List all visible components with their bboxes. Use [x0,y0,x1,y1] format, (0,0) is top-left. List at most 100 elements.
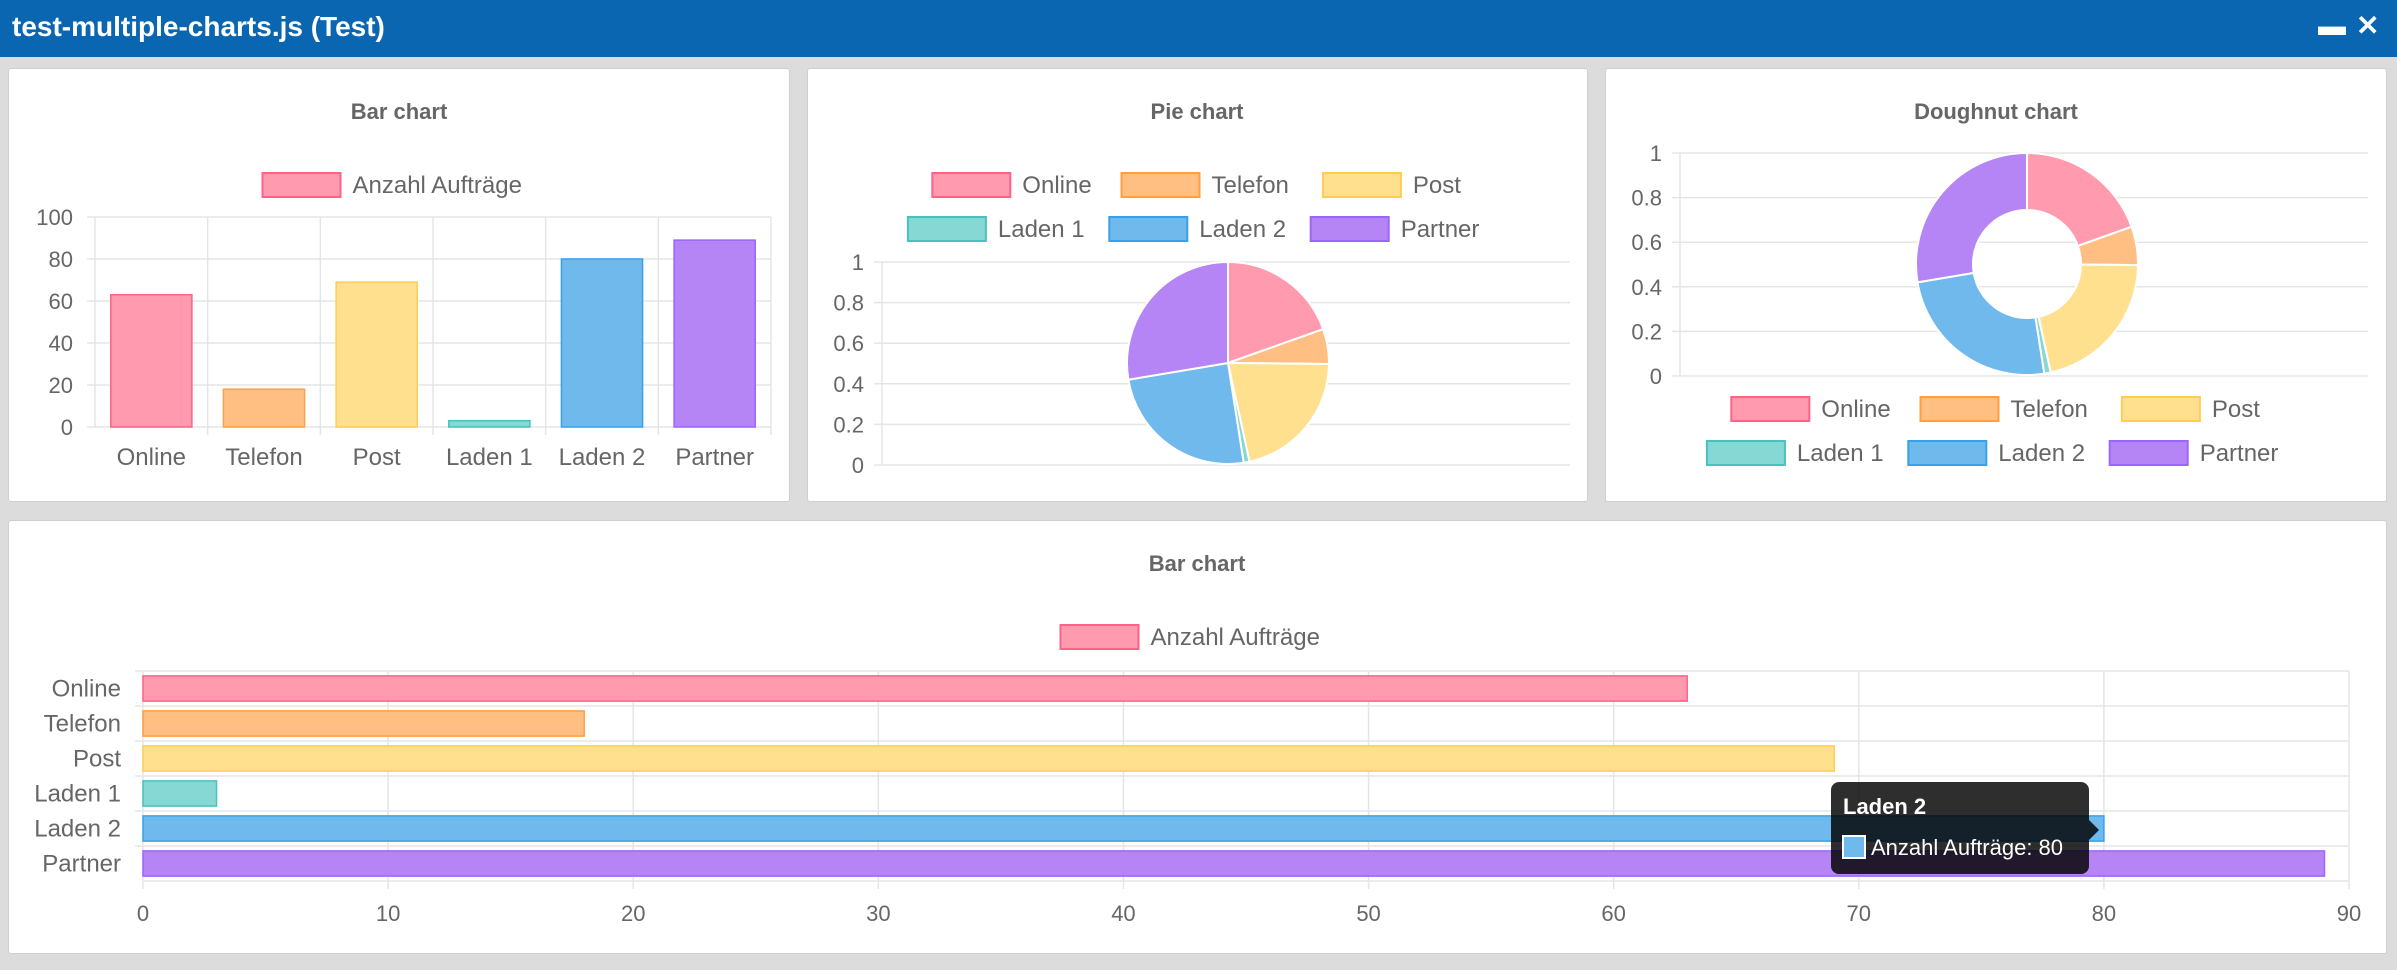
bar [142,780,218,807]
x-tick-label: Laden 1 [446,444,533,471]
doughnut-slice [2037,263,2140,374]
legend-swatch [1919,396,2000,422]
y-tick-label: 0.2 [1631,319,1662,344]
legend-swatch [1309,216,1390,242]
legend-swatch [261,172,342,198]
y-tick-label: Laden 2 [34,816,121,843]
bar [448,419,531,428]
tooltip-background [1831,782,2089,874]
legend-swatch [906,216,987,242]
y-tick-label: Partner [42,851,121,878]
chart-title: Bar chart [351,99,448,124]
legend-label: Anzahl Aufträge [1151,624,1320,651]
legend-swatch [1108,216,1189,242]
legend-swatch [1907,440,1988,466]
y-tick-label: Post [73,746,121,773]
window-titlebar: test-multiple-charts.js (Test) ▬ ✕ [0,0,2397,57]
horizontal-bar-chart-panel: Bar chart Anzahl Aufträge 0 10 20 30 40 50 60 70 8… [8,520,2387,954]
legend-swatch [2120,396,2201,422]
x-tick-label: 30 [866,901,890,926]
close-icon[interactable]: ✕ [2356,10,2380,41]
pie-chart-panel: Pie chart Online Telefon Post Laden 1 Laden 2… [807,68,1588,502]
legend-label: Online [1022,172,1091,199]
chart-title: Doughnut chart [1914,99,2078,124]
pie-slice [1227,260,1325,365]
y-tick-label: 0.2 [833,412,864,437]
y-tick-label: 60 [49,289,73,314]
legend-label: Anzahl Aufträge [353,172,522,199]
doughnut-chart: Doughnut chart 1 0.8 0.6 0.4 0.2 0 Online Telefo… [1631,99,2368,467]
x-tick-label: 40 [1111,901,1135,926]
bar [142,745,1836,772]
legend-label: Post [1413,172,1461,199]
y-tick-label: 0 [1650,364,1662,389]
x-tick-label: Laden 2 [559,444,646,471]
legend-swatch [931,172,1012,198]
pie-slice [1226,361,1331,463]
y-tick-label: 0 [852,453,864,478]
bar-chart-panel: Bar chart Anzahl Aufträge 100 80 60 40 20 0 Onli… [8,68,790,502]
x-tick-label: Telefon [225,444,302,471]
legend-label: Telefon [2011,396,2088,423]
y-tick-label: 40 [49,331,73,356]
legend-swatch [2108,440,2189,466]
legend-label: Post [2212,396,2260,423]
bar [142,815,2105,842]
legend-swatch [1730,396,1811,422]
bar [222,388,306,428]
x-tick-label: 0 [137,901,149,926]
legend-label: Laden 1 [998,216,1085,243]
doughnut-slice [2026,151,2133,248]
x-tick-label: 10 [376,901,400,926]
legend-label: Online [1821,396,1890,423]
y-tick-label: Laden 1 [34,781,121,808]
doughnut-slice [1916,271,2046,376]
y-tick-label: 1 [1650,141,1662,166]
chart-tooltip: Laden 2 Anzahl Aufträge: 80 [1831,782,2099,874]
chart-title: Bar chart [1149,551,1246,576]
x-tick-label: Online [117,444,186,471]
legend-label: Partner [1401,216,1480,243]
doughnut-slice [1915,151,2028,284]
x-tick-label: Post [353,444,401,471]
legend-swatch [1120,172,1201,198]
tooltip-title: Laden 2 [1843,794,1926,819]
minimize-icon[interactable]: ▬ [2318,10,2346,41]
y-tick-label: 100 [36,205,73,230]
y-tick-label: 0.4 [1631,275,1662,300]
x-tick-label: 80 [2092,901,2116,926]
legend-label: Telefon [1212,172,1289,199]
legend-swatch [1321,172,1402,198]
y-tick-label: 0.6 [833,331,864,356]
bar [335,281,418,428]
y-tick-label: 80 [49,247,73,272]
bar [142,675,1688,702]
legend-swatch [1059,624,1140,650]
tooltip-label: Anzahl Aufträge: 80 [1871,835,2063,860]
y-tick-label: 0.8 [833,291,864,316]
chart-title: Pie chart [1151,99,1245,124]
legend-label: Laden 1 [1797,440,1884,467]
y-tick-label: 0.6 [1631,230,1662,255]
bar [673,239,756,428]
window-title: test-multiple-charts.js (Test) [12,11,385,42]
y-tick-label: Online [52,676,121,703]
x-tick-label: Partner [675,444,754,471]
y-tick-label: 1 [852,250,864,275]
x-tick-label: 70 [1847,901,1871,926]
legend-label: Partner [2200,440,2279,467]
y-tick-label: 0.8 [1631,186,1662,211]
pie-slice [1127,361,1245,465]
pie-chart: Pie chart Online Telefon Post Laden 1 Laden 2… [833,99,1570,478]
bar [110,293,193,428]
y-tick-label: 0.4 [833,372,864,397]
tooltip-caret [2089,820,2099,840]
horizontal-bar-chart: Bar chart Anzahl Aufträge 0 10 20 30 40 50 60 70 8… [34,551,2361,926]
bar [142,710,585,737]
legend-label: Laden 2 [1199,216,1286,243]
pie-slice [1126,260,1229,381]
x-tick-label: 60 [1601,901,1625,926]
x-tick-label: 20 [621,901,645,926]
bar [560,258,644,428]
doughnut-chart-panel: Doughnut chart 1 0.8 0.6 0.4 0.2 0 Online Telefo… [1605,68,2387,502]
